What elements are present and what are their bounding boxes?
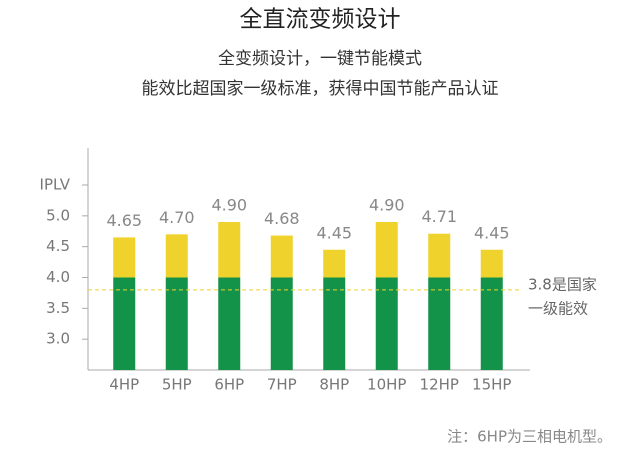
value-label: 4.90 — [211, 196, 247, 215]
y-tick-label: 4.5 — [46, 237, 70, 255]
bar-top — [375, 222, 398, 278]
x-tick-label: 8HP — [319, 376, 349, 394]
y-tick-label: 3.0 — [46, 330, 70, 348]
bar-base — [270, 277, 293, 370]
bar-base — [428, 277, 451, 370]
chart-title: 全直流变频设计 — [240, 7, 401, 33]
x-tick-label: 7HP — [267, 376, 297, 394]
y-tick-label: IPLV — [40, 176, 71, 194]
bar-base — [375, 277, 398, 370]
value-label: 4.71 — [421, 207, 457, 226]
value-label: 4.45 — [474, 223, 510, 242]
bar-top — [270, 235, 293, 278]
value-label: 4.65 — [106, 211, 142, 230]
bar-top — [428, 233, 451, 278]
bar-top — [113, 237, 136, 278]
x-tick-label: 4HP — [109, 376, 139, 394]
reference-label: 一级能效 — [528, 299, 588, 317]
x-tick-label: 10HP — [367, 376, 406, 394]
y-tick-label: 4.0 — [46, 268, 70, 286]
reference-label: 3.8是国家 — [528, 275, 597, 293]
bar-base — [218, 277, 241, 370]
bar-top — [165, 234, 188, 278]
x-tick-label: 6HP — [214, 376, 244, 394]
bar-base — [165, 277, 188, 370]
note: 注：6HP为三相电机型。 — [447, 428, 612, 446]
bar-top — [323, 249, 346, 278]
value-label: 4.68 — [264, 209, 300, 228]
x-tick-label: 12HP — [420, 376, 459, 394]
bar-base — [480, 277, 503, 370]
y-tick-label: 5.0 — [46, 206, 70, 224]
value-label: 4.70 — [159, 208, 195, 227]
bar-top — [480, 249, 503, 278]
value-label: 4.45 — [316, 223, 352, 242]
bar-top — [218, 222, 241, 278]
subtitle: 全变频设计，一键节能模式 — [218, 49, 422, 69]
bar-base — [323, 277, 346, 370]
subtitle: 能效比超国家一级标准，获得中国节能产品认证 — [142, 79, 499, 99]
y-tick-label: 3.5 — [46, 299, 70, 317]
bar-base — [113, 277, 136, 370]
value-label: 4.90 — [369, 196, 405, 215]
x-tick-label: 5HP — [162, 376, 192, 394]
x-tick-label: 15HP — [472, 376, 511, 394]
